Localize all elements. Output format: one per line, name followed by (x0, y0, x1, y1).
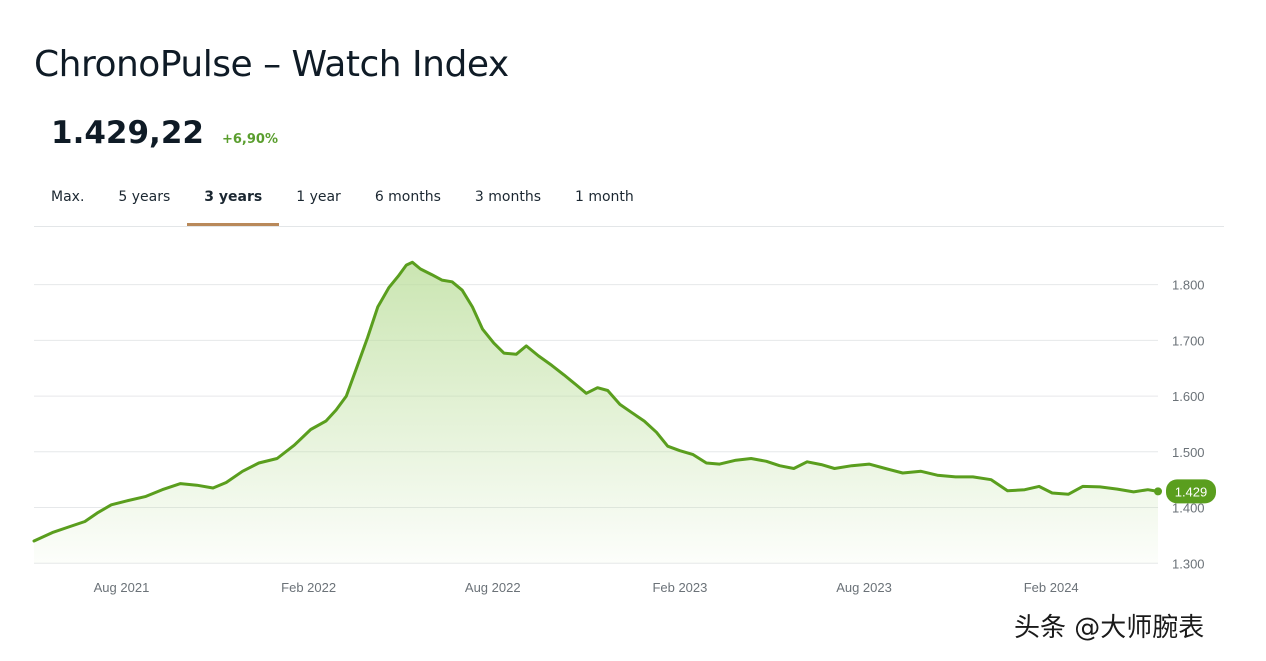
x-tick-label: Aug 2022 (465, 580, 521, 595)
price-summary: 1.429,22 +6,90% (51, 115, 278, 151)
x-tick-label: Feb 2023 (652, 580, 707, 595)
y-tick-label: 1.400 (1172, 501, 1205, 516)
y-tick-label: 1.600 (1172, 389, 1205, 404)
tab-3-months[interactable]: 3 months (474, 189, 541, 205)
current-price: 1.429,22 (51, 115, 204, 151)
tab-1-year[interactable]: 1 year (296, 189, 341, 205)
tab-max[interactable]: Max. (51, 189, 85, 205)
watermark: 头条 @大师腕表 (1014, 613, 1205, 643)
current-value-badge: 1.429 (1166, 479, 1216, 504)
x-tick-label: Feb 2024 (1024, 580, 1079, 595)
tab-1-month[interactable]: 1 month (575, 189, 634, 205)
current-value-badge-label: 1.429 (1175, 484, 1208, 499)
x-tick-label: Feb 2022 (281, 580, 336, 595)
time-range-tabs: Max. 5 years 3 years 1 year 6 months 3 m… (34, 172, 1224, 227)
series-end-point (1154, 487, 1162, 496)
tab-3-years[interactable]: 3 years (187, 172, 280, 226)
series-area-fill (34, 262, 1158, 564)
tab-5-years[interactable]: 5 years (118, 189, 171, 205)
y-tick-label: 1.300 (1172, 556, 1205, 571)
tab-6-months[interactable]: 6 months (374, 189, 441, 205)
price-change-badge: +6,90% (221, 132, 278, 147)
x-axis-labels: Aug 2021 Feb 2022 Aug 2022 Feb 2023 Aug 2023… (94, 580, 1079, 595)
y-tick-label: 1.500 (1172, 445, 1205, 460)
page-title: ChronoPulse – Watch Index (34, 44, 509, 85)
y-axis-labels: 1.300 1.400 1.500 1.600 1.700 1.800 (1172, 278, 1205, 572)
y-tick-label: 1.700 (1172, 333, 1205, 348)
series-line (32, 260, 1160, 543)
y-tick-label: 1.800 (1172, 278, 1205, 293)
price-chart[interactable]: 1.300 1.400 1.500 1.600 1.700 1.800 Aug 2021 F… (0, 240, 1266, 610)
current-value-badge-background (1166, 479, 1216, 504)
x-tick-label: Aug 2021 (94, 580, 150, 595)
x-tick-label: Aug 2023 (836, 580, 892, 595)
